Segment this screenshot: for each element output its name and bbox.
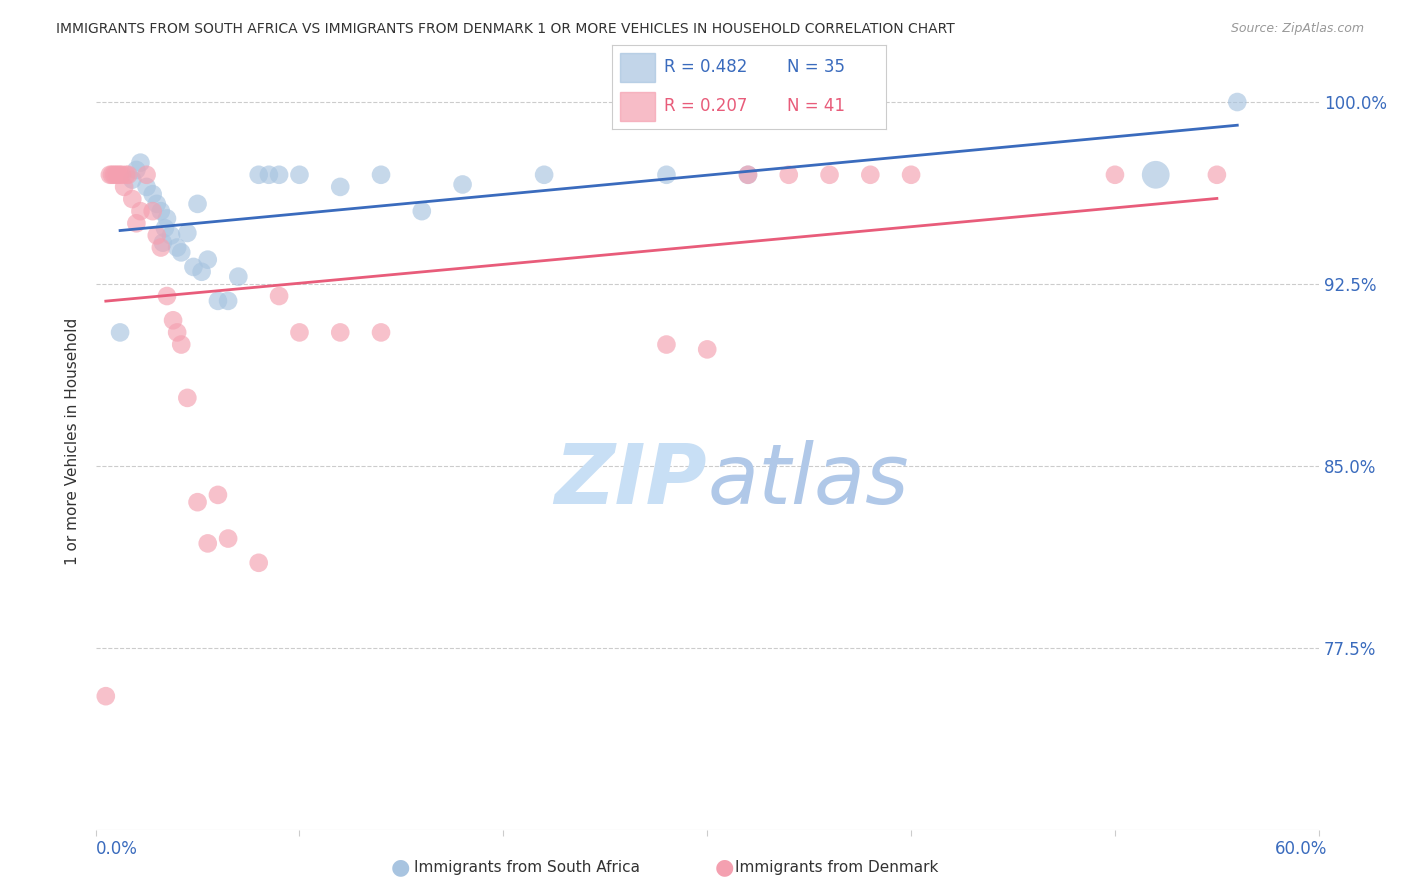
Point	[142, 204, 165, 219]
Point	[533, 168, 555, 182]
Point	[108, 168, 131, 182]
Point	[146, 197, 169, 211]
Point	[186, 495, 209, 509]
Point	[125, 216, 148, 230]
Text: R = 0.482: R = 0.482	[664, 59, 747, 77]
Point	[329, 180, 352, 194]
Text: N = 41: N = 41	[787, 97, 845, 115]
Point	[207, 293, 229, 308]
Point	[197, 536, 219, 550]
Point	[1104, 168, 1126, 182]
Text: atlas: atlas	[707, 440, 908, 521]
Point	[94, 689, 117, 703]
Point	[156, 211, 179, 226]
Point	[190, 265, 212, 279]
Bar	[620, 92, 655, 120]
Text: ZIP: ZIP	[554, 440, 707, 521]
Point	[149, 241, 172, 255]
Point	[98, 168, 121, 182]
Point	[170, 245, 193, 260]
Point	[370, 326, 392, 340]
Point	[146, 228, 169, 243]
Point	[176, 391, 198, 405]
Point	[655, 337, 678, 351]
Point	[117, 168, 139, 182]
Point	[156, 289, 179, 303]
Text: ●: ●	[391, 857, 411, 877]
Text: 0.0%: 0.0%	[96, 840, 138, 858]
Point	[108, 326, 131, 340]
Point	[267, 168, 291, 182]
Text: IMMIGRANTS FROM SOUTH AFRICA VS IMMIGRANTS FROM DENMARK 1 OR MORE VEHICLES IN HO: IMMIGRANTS FROM SOUTH AFRICA VS IMMIGRAN…	[56, 22, 955, 37]
Point	[111, 168, 134, 182]
Point	[162, 313, 184, 327]
Point	[267, 289, 291, 303]
Point	[696, 343, 718, 357]
Point	[1226, 95, 1249, 109]
Point	[197, 252, 219, 267]
Point	[149, 204, 172, 219]
Point	[900, 168, 922, 182]
Point	[129, 204, 152, 219]
Bar	[620, 54, 655, 82]
Point	[152, 235, 174, 250]
Point	[288, 326, 311, 340]
Point	[411, 204, 433, 219]
Point	[207, 488, 229, 502]
Text: ●: ●	[714, 857, 734, 877]
Point	[166, 326, 188, 340]
Point	[370, 168, 392, 182]
Point	[121, 172, 143, 186]
Text: R = 0.207: R = 0.207	[664, 97, 747, 115]
Point	[1144, 168, 1167, 182]
Point	[329, 326, 352, 340]
Point	[257, 168, 280, 182]
Point	[186, 197, 209, 211]
Point	[217, 293, 239, 308]
Point	[135, 180, 157, 194]
Point	[737, 168, 759, 182]
Point	[101, 168, 124, 182]
Y-axis label: 1 or more Vehicles in Household: 1 or more Vehicles in Household	[65, 318, 80, 566]
Point	[818, 168, 841, 182]
Point	[451, 178, 474, 192]
Point	[153, 221, 176, 235]
Point	[125, 163, 148, 178]
Point	[737, 168, 759, 182]
Point	[288, 168, 311, 182]
Point	[121, 192, 143, 206]
Point	[655, 168, 678, 182]
Point	[778, 168, 800, 182]
Point	[170, 337, 193, 351]
Point	[176, 226, 198, 240]
Text: N = 35: N = 35	[787, 59, 845, 77]
Point	[859, 168, 882, 182]
Point	[142, 187, 165, 202]
Text: Immigrants from Denmark: Immigrants from Denmark	[735, 860, 938, 874]
Point	[129, 155, 152, 169]
Point	[160, 228, 183, 243]
Point	[217, 532, 239, 546]
Point	[1206, 168, 1229, 182]
Point	[166, 241, 188, 255]
Point	[105, 168, 127, 182]
Point	[115, 168, 138, 182]
Point	[103, 168, 125, 182]
Text: 60.0%: 60.0%	[1275, 840, 1327, 858]
Point	[107, 168, 129, 182]
Point	[247, 168, 270, 182]
Text: Immigrants from South Africa: Immigrants from South Africa	[415, 860, 640, 874]
Point	[228, 269, 250, 284]
Text: Source: ZipAtlas.com: Source: ZipAtlas.com	[1230, 22, 1364, 36]
Point	[135, 168, 157, 182]
Point	[112, 180, 135, 194]
Point	[247, 556, 270, 570]
Point	[183, 260, 205, 274]
